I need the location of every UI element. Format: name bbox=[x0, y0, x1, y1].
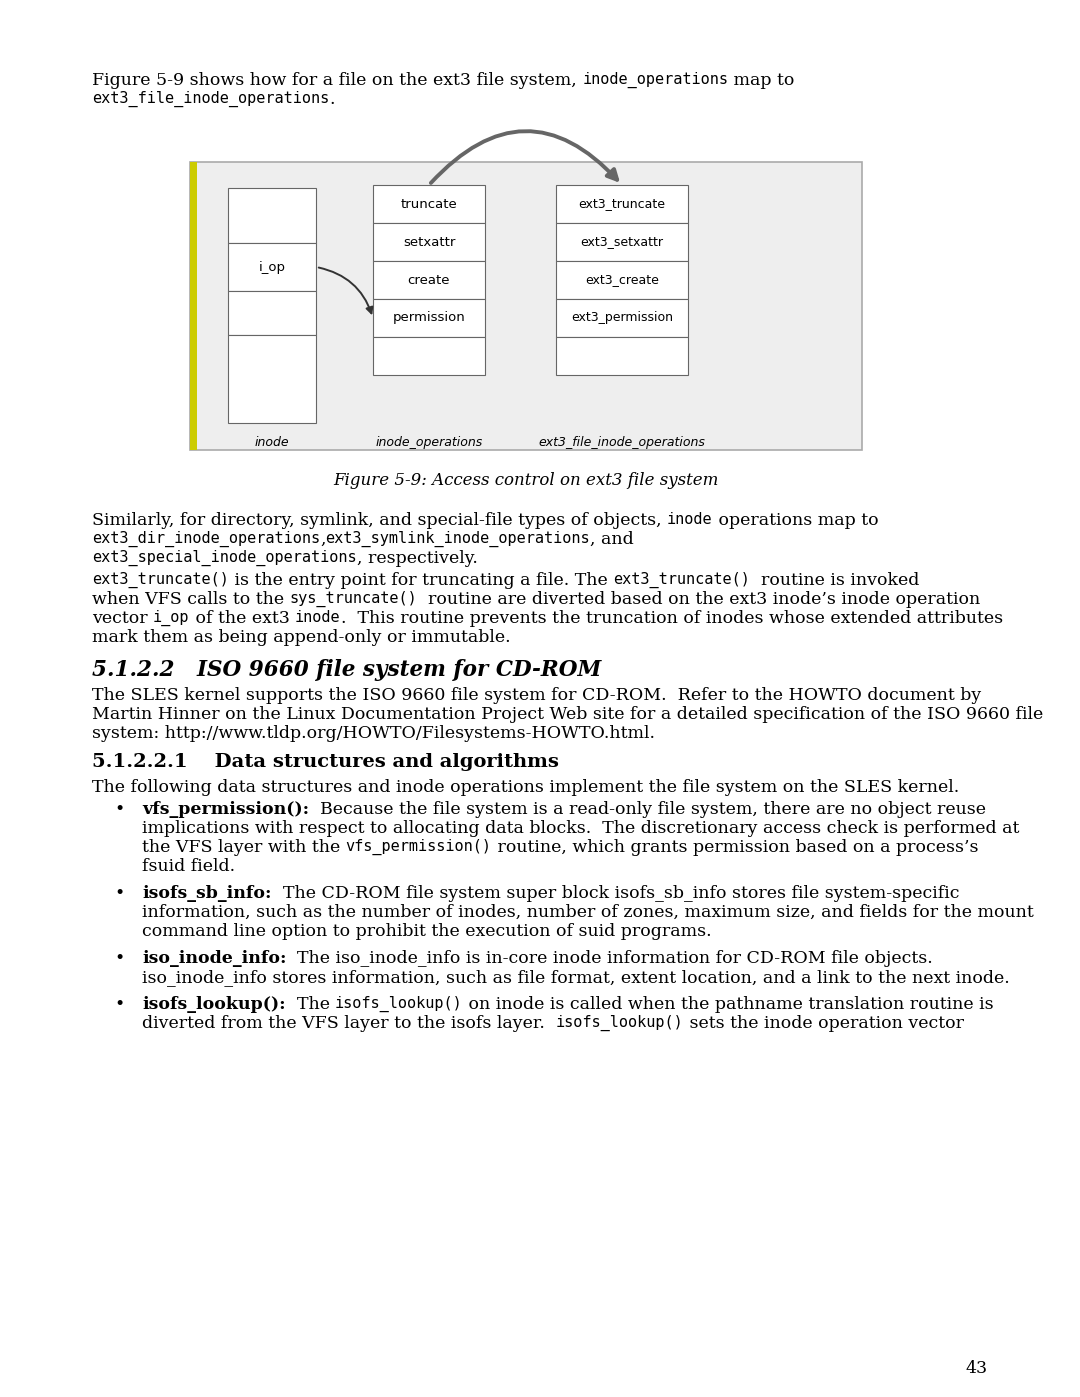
Text: of the ext3: of the ext3 bbox=[190, 610, 295, 627]
Text: 43: 43 bbox=[966, 1361, 988, 1377]
Text: The iso_inode_info is in-core inode information for CD-ROM file objects.: The iso_inode_info is in-core inode info… bbox=[286, 950, 933, 967]
Text: diverted from the VFS layer to the isofs layer.: diverted from the VFS layer to the isofs… bbox=[141, 1016, 556, 1032]
Bar bbox=[190, 162, 197, 450]
Text: The: The bbox=[285, 996, 335, 1013]
Text: inode_operations: inode_operations bbox=[376, 436, 483, 448]
Text: inode_operations: inode_operations bbox=[582, 73, 728, 88]
Text: truncate: truncate bbox=[401, 197, 457, 211]
Text: ext3_file_inode_operations: ext3_file_inode_operations bbox=[539, 436, 705, 448]
Text: create: create bbox=[408, 274, 450, 286]
Text: mark them as being append-only or immutable.: mark them as being append-only or immuta… bbox=[92, 629, 511, 645]
Text: .  This routine prevents the truncation of inodes whose extended attributes: . This routine prevents the truncation o… bbox=[340, 610, 1002, 627]
Text: Martin Hinner on the Linux Documentation Project Web site for a detailed specifi: Martin Hinner on the Linux Documentation… bbox=[92, 705, 1043, 724]
Text: •: • bbox=[114, 950, 124, 967]
Text: vfs_permission():: vfs_permission(): bbox=[141, 800, 309, 819]
Bar bbox=[373, 337, 485, 374]
Bar bbox=[556, 184, 688, 224]
Bar bbox=[373, 299, 485, 337]
Text: i_op: i_op bbox=[258, 260, 285, 274]
Text: .: . bbox=[329, 91, 335, 108]
Text: •: • bbox=[114, 996, 124, 1013]
Text: vfs_permission(): vfs_permission() bbox=[346, 840, 491, 855]
Text: command line option to prohibit the execution of suid programs.: command line option to prohibit the exec… bbox=[141, 923, 712, 940]
Text: The CD-ROM file system super block isofs_sb_info stores file system-specific: The CD-ROM file system super block isofs… bbox=[271, 886, 959, 902]
Text: setxattr: setxattr bbox=[403, 236, 455, 249]
Text: Similarly, for directory, symlink, and special-file types of objects,: Similarly, for directory, symlink, and s… bbox=[92, 511, 667, 529]
Text: map to: map to bbox=[728, 73, 795, 89]
Text: isofs_lookup(): isofs_lookup() bbox=[556, 1016, 684, 1031]
Text: ext3_truncate(): ext3_truncate() bbox=[92, 571, 229, 588]
Text: information, such as the number of inodes, number of zones, maximum size, and fi: information, such as the number of inode… bbox=[141, 904, 1034, 921]
Bar bbox=[228, 243, 316, 291]
Text: the VFS layer with the: the VFS layer with the bbox=[141, 840, 346, 856]
Text: operations map to: operations map to bbox=[713, 511, 878, 529]
Text: ext3_setxattr: ext3_setxattr bbox=[581, 236, 663, 249]
Text: system: http://www.tldp.org/HOWTO/Filesystems-HOWTO.html.: system: http://www.tldp.org/HOWTO/Filesy… bbox=[92, 725, 654, 742]
Text: •: • bbox=[114, 800, 124, 819]
Text: 5.1.2.2   ISO 9660 file system for CD-ROM: 5.1.2.2 ISO 9660 file system for CD-ROM bbox=[92, 659, 602, 680]
Text: The SLES kernel supports the ISO 9660 file system for CD-ROM.  Refer to the HOWT: The SLES kernel supports the ISO 9660 fi… bbox=[92, 687, 982, 704]
Text: The following data structures and inode operations implement the file system on : The following data structures and inode … bbox=[92, 780, 959, 796]
Bar bbox=[190, 162, 862, 450]
Text: on inode is called when the pathname translation routine is: on inode is called when the pathname tra… bbox=[463, 996, 994, 1013]
Text: isofs_lookup(): isofs_lookup() bbox=[335, 996, 463, 1013]
Text: •: • bbox=[114, 886, 124, 902]
Bar bbox=[556, 299, 688, 337]
Bar bbox=[556, 337, 688, 374]
Text: is the entry point for truncating a file. The: is the entry point for truncating a file… bbox=[229, 571, 613, 590]
Text: Figure 5-9: Access control on ext3 file system: Figure 5-9: Access control on ext3 file … bbox=[334, 472, 718, 489]
Bar bbox=[228, 189, 316, 243]
Text: iso_inode_info:: iso_inode_info: bbox=[141, 950, 286, 967]
Text: ext3_permission: ext3_permission bbox=[571, 312, 673, 324]
Text: ext3_special_inode_operations: ext3_special_inode_operations bbox=[92, 550, 356, 566]
Text: inode: inode bbox=[295, 610, 340, 624]
Text: 5.1.2.2.1    Data structures and algorithms: 5.1.2.2.1 Data structures and algorithms bbox=[92, 753, 558, 771]
Text: ext3_symlink_inode_operations: ext3_symlink_inode_operations bbox=[326, 531, 591, 548]
Text: fsuid field.: fsuid field. bbox=[141, 858, 235, 875]
Text: implications with respect to allocating data blocks.  The discretionary access c: implications with respect to allocating … bbox=[141, 820, 1020, 837]
Text: routine is invoked: routine is invoked bbox=[750, 571, 919, 590]
Text: isofs_sb_info:: isofs_sb_info: bbox=[141, 886, 271, 902]
Text: inode: inode bbox=[255, 436, 289, 448]
Bar bbox=[373, 224, 485, 261]
Text: ext3_dir_inode_operations: ext3_dir_inode_operations bbox=[92, 531, 320, 548]
Text: ext3_file_inode_operations: ext3_file_inode_operations bbox=[92, 91, 329, 108]
Text: i_op: i_op bbox=[153, 610, 190, 626]
Text: inode: inode bbox=[667, 511, 713, 527]
Text: Because the file system is a read-only file system, there are no object reuse: Because the file system is a read-only f… bbox=[309, 800, 986, 819]
Text: ext3_truncate: ext3_truncate bbox=[579, 197, 665, 211]
Text: iso_inode_info stores information, such as file format, extent location, and a l: iso_inode_info stores information, such … bbox=[141, 970, 1010, 986]
Bar bbox=[556, 261, 688, 299]
Text: Figure 5-9 shows how for a file on the ext3 file system,: Figure 5-9 shows how for a file on the e… bbox=[92, 73, 582, 89]
Text: vector: vector bbox=[92, 610, 153, 627]
Bar bbox=[373, 184, 485, 224]
Text: ext3_truncate(): ext3_truncate() bbox=[613, 571, 750, 588]
Text: ext3_create: ext3_create bbox=[585, 274, 659, 286]
Text: , respectively.: , respectively. bbox=[356, 550, 477, 567]
Bar bbox=[556, 224, 688, 261]
Text: , and: , and bbox=[591, 531, 634, 548]
Text: sets the inode operation vector: sets the inode operation vector bbox=[684, 1016, 963, 1032]
Text: routine are diverted based on the ext3 inode’s inode operation: routine are diverted based on the ext3 i… bbox=[417, 591, 981, 608]
Text: isofs_lookup():: isofs_lookup(): bbox=[141, 996, 285, 1013]
Bar bbox=[373, 261, 485, 299]
Text: sys_truncate(): sys_truncate() bbox=[289, 591, 417, 608]
Text: when VFS calls to the: when VFS calls to the bbox=[92, 591, 289, 608]
Text: routine, which grants permission based on a process’s: routine, which grants permission based o… bbox=[491, 840, 978, 856]
Text: ,: , bbox=[320, 531, 326, 548]
Bar bbox=[228, 291, 316, 335]
Text: permission: permission bbox=[393, 312, 465, 324]
Bar bbox=[228, 335, 316, 423]
